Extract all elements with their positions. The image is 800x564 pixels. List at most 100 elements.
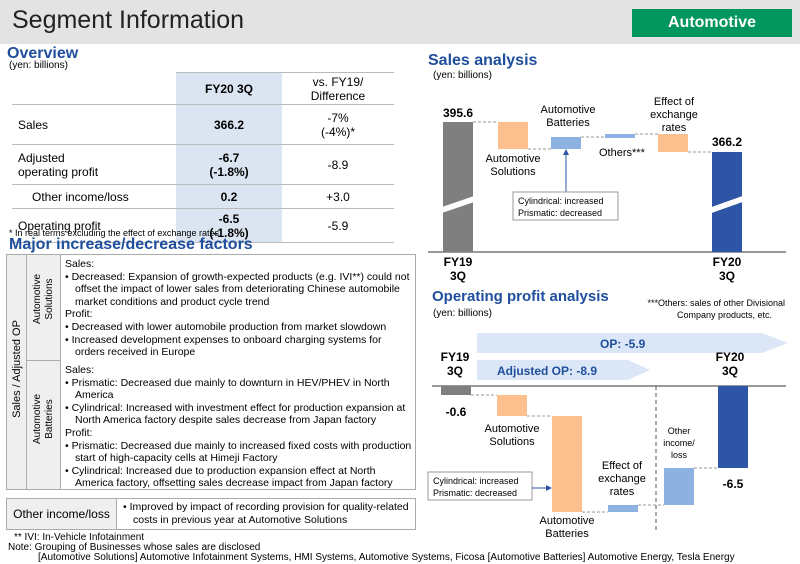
op-callout-box (427, 471, 533, 501)
op-fx-label2: exchange (598, 473, 646, 485)
row-label: Operating profit (12, 208, 176, 243)
row-diff-value2: (-4%)* (320, 124, 355, 139)
row-label-text: Operating profit (18, 218, 101, 233)
op-other-bar (664, 468, 694, 505)
adjusted-op-arrow-label: Adjusted OP: -8.9 (497, 364, 597, 378)
overview-unit: (yen: billions) (9, 60, 68, 71)
sales-break-right (706, 194, 748, 215)
sales-sol-label: Automotive (485, 153, 540, 165)
overview-title: Overview (7, 45, 79, 62)
op-fy20-bar (718, 386, 748, 468)
factor-line: • Prismatic: Decreased due mainly to dow… (65, 376, 390, 402)
page-title: Segment Information (12, 6, 245, 34)
op-sol-label: Automotive (484, 423, 539, 435)
row-diff-value: -7% (327, 110, 349, 125)
factor-line: • Increased development expenses to onbo… (65, 333, 382, 359)
op-analysis-unit: (yen: billions) (433, 308, 492, 319)
op-other-label3: loss (671, 450, 688, 460)
factors-box: Sales / Adjusted OP Automotive Solutions… (6, 254, 416, 490)
op-fy19-bar (441, 386, 471, 395)
op-start-value: -0.6 (446, 405, 467, 419)
row-label-text: Adjusted (18, 150, 65, 165)
op-fy19-label: FY19 (441, 350, 470, 364)
row-diff: -5.9 (282, 208, 394, 243)
adjusted-op-arrow (477, 360, 650, 380)
group-label-box: Automotive Batteries (27, 361, 61, 489)
row-fy: 0.2 (176, 184, 282, 209)
op-end-value: -6.5 (723, 477, 744, 491)
op-fx-label: Effect of (602, 460, 643, 472)
op-other-label: Other (668, 426, 691, 436)
op-batteries-bar (552, 416, 582, 512)
sales-bat-label: Automotive (540, 104, 595, 116)
overview-note: * In real terms excluding the effect of … (9, 228, 219, 238)
op-callout-arrowhead (546, 485, 552, 491)
row-fy-value2: (-1.8%) (209, 225, 249, 240)
row-diff-value: -5.9 (327, 218, 349, 233)
sales-callout-line2: Prismatic: decreased (518, 208, 602, 218)
factor-line: • Cylindrical: Increased due to producti… (65, 464, 393, 490)
sales-break-left (436, 194, 480, 215)
row-fy: 366.2 (176, 104, 282, 145)
op-sol-label2: Solutions (489, 436, 535, 448)
op-bat-label2: Batteries (545, 528, 589, 540)
row-fy-value: 0.2 (220, 189, 238, 204)
group-text: Sales: • Prismatic: Decreased due mainly… (65, 364, 413, 490)
group-label-box: Automotive Solutions (27, 255, 61, 361)
row-label-text2: operating profit (18, 164, 99, 179)
other-income-label: Other income/loss (7, 499, 117, 529)
side-column: Sales / Adjusted OP (7, 255, 27, 489)
factor-line: • Decreased with lower automobile produc… (65, 320, 387, 333)
sales-start-value: 395.6 (443, 106, 473, 120)
op-bat-label: Automotive (539, 515, 594, 527)
sales-fx-label3: rates (662, 122, 687, 134)
footnote-note: Note: Grouping of Businesses whose sales… (8, 542, 261, 553)
other-income-text: • Improved by impact of recording provis… (123, 501, 409, 526)
sales-callout-box (512, 191, 619, 221)
op-solutions-bar (497, 395, 527, 416)
factor-line: Profit: (65, 308, 93, 321)
factors-title: Major increase/decrease factors (9, 236, 253, 253)
footnote-groups: [Automotive Solutions] Automotive Infota… (38, 552, 735, 563)
sales-fy20-label: FY20 (713, 255, 742, 269)
op-fy19-label2: 3Q (447, 364, 463, 378)
sales-fy19-label: FY19 (444, 255, 473, 269)
factor-line: Sales: (65, 364, 95, 376)
sales-analysis-unit: (yen: billions) (433, 70, 492, 81)
sales-callout-line1: Cylindrical: increased (518, 196, 604, 206)
row-label-text: Other income/loss (32, 189, 129, 204)
factor-line: • Prismatic: Decreased due mainly to inc… (65, 439, 412, 465)
op-fy20-label2: 3Q (722, 364, 738, 378)
header-diff-line1: vs. FY19/ (312, 74, 364, 89)
other-income-box: Other income/loss • Improved by impact o… (6, 498, 416, 530)
row-fy-value: -6.7 (218, 150, 240, 165)
row-label-text: Sales (18, 117, 49, 132)
sales-fx-label: Effect of (654, 96, 695, 108)
table-row: Other income/loss 0.2 +3.0 (12, 184, 394, 209)
sales-callout-arrowhead (563, 149, 569, 155)
footnote-ivi: ** IVI: In-Vehicle Infotainment (14, 532, 145, 543)
op-fx-bar (608, 505, 638, 512)
segment-badge: Automotive (632, 9, 792, 37)
header-diff-line2: Difference (310, 88, 366, 103)
sales-fy19-label2: 3Q (450, 269, 466, 283)
factor-line: Profit: (65, 426, 93, 439)
sales-fy19-bar (443, 122, 473, 252)
row-label: Sales (12, 104, 176, 145)
row-fy-value: 366.2 (213, 117, 245, 132)
op-callout-line2: Prismatic: decreased (433, 488, 517, 498)
group-text: Sales: • Decreased: Expansion of growth-… (65, 258, 413, 359)
others-footnote2: Company products, etc. (677, 310, 772, 320)
sales-batteries-bar (551, 137, 581, 149)
row-fy-value: -6.5 (218, 211, 240, 226)
op-analysis-title: Operating profit analysis (432, 288, 609, 305)
header-bar: Segment Information Automotive (0, 0, 800, 44)
op-other-label2: income/ (663, 438, 695, 448)
row-fy-value2: (-1.8%) (209, 164, 249, 179)
factor-line: • Decreased: Expansion of growth-expecte… (65, 270, 410, 308)
factor-line: • Cylindrical: Increased with investment… (65, 401, 406, 427)
sales-sol-label2: Solutions (490, 166, 536, 178)
op-arrow-label: OP: -5.9 (600, 337, 646, 351)
table-row: Adjusted operating profit -6.7 (-1.8%) -8.… (12, 144, 394, 185)
overview-header-row: FY20 3Q vs. FY19/ Difference (12, 72, 394, 105)
